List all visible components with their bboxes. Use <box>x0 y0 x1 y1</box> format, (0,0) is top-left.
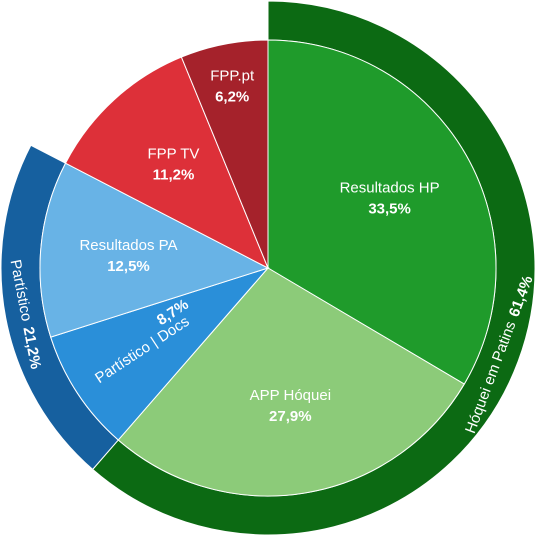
slice <box>39 162 270 338</box>
slice-label: Resultados HP <box>340 180 440 197</box>
slice <box>117 267 465 497</box>
slice-label: Resultados PA <box>79 237 177 254</box>
slice-value: 12,5% <box>107 258 150 275</box>
slice-value: 11,2% <box>153 167 195 184</box>
slice <box>180 39 269 269</box>
slice <box>64 56 269 270</box>
slice-label: FPP TV <box>147 146 199 163</box>
slice-value: 6,2% <box>215 88 249 105</box>
slice <box>50 266 270 441</box>
slice-label: FPP.pt <box>210 67 255 84</box>
slice-value: 33,5% <box>368 201 411 218</box>
slice <box>267 39 497 385</box>
slice-label: APP Hóquei <box>250 387 331 404</box>
slice-value: 27,9% <box>269 408 312 425</box>
